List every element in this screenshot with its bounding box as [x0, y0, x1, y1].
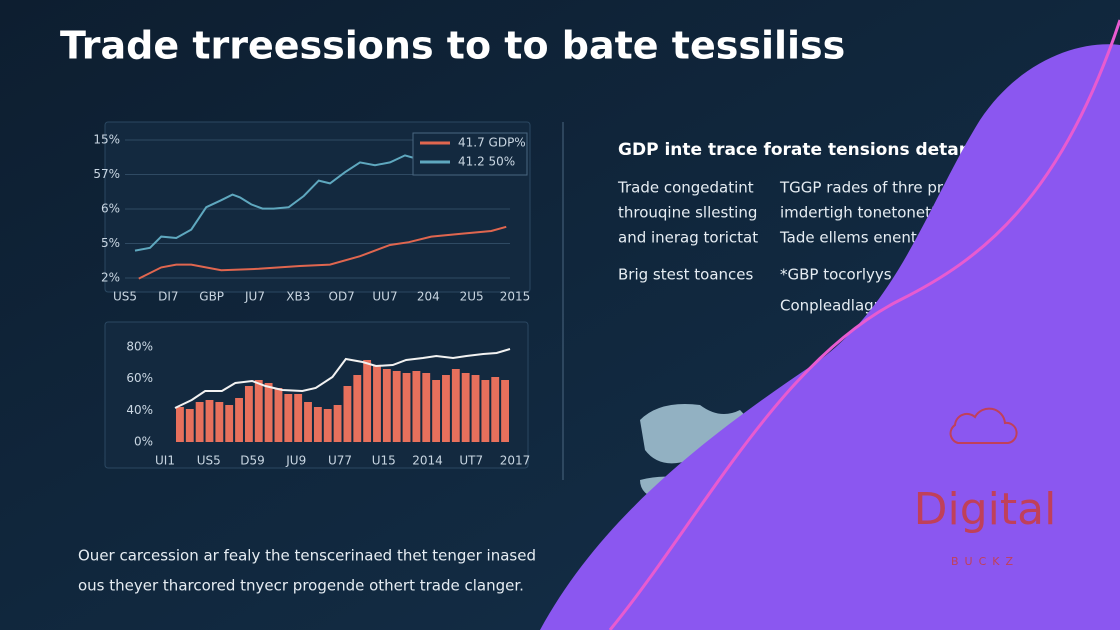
bar	[304, 402, 312, 442]
legend-box	[412, 132, 528, 176]
line-series	[138, 225, 507, 280]
bar	[254, 380, 263, 442]
x-tick-label: 2015	[500, 290, 531, 304]
y-tick-label: 60%	[126, 371, 153, 385]
x-tick-label: JU9	[285, 454, 306, 468]
bar	[422, 373, 431, 442]
legend-label: 41.7 GDP%	[458, 136, 526, 150]
bar	[313, 407, 322, 442]
bar	[235, 398, 243, 442]
x-tick-label: US5	[197, 454, 221, 468]
x-tick-label: UI1	[155, 454, 175, 468]
x-tick-label: DI7	[158, 290, 178, 304]
info-text: throuqine sllesting	[618, 204, 757, 222]
y-tick-label: 15%	[93, 133, 120, 147]
x-tick-label: UU7	[372, 290, 397, 304]
logo-icon	[949, 407, 1018, 444]
info-heading: GDP inte trace forate tensions detange	[618, 140, 995, 160]
y-tick-label: 40%	[126, 403, 153, 417]
bar	[402, 373, 411, 442]
y-tick-label: 6%	[101, 202, 120, 216]
bar	[353, 375, 362, 442]
bar	[244, 386, 253, 442]
purple-shape	[540, 44, 1120, 630]
bar	[481, 380, 490, 442]
bar	[274, 388, 283, 442]
bar	[451, 369, 460, 442]
x-tick-label: JU7	[244, 290, 265, 304]
legend-label: 41.2 50%	[458, 155, 515, 169]
x-tick-label: UT7	[459, 454, 483, 468]
x-tick-label: 2014	[412, 454, 443, 468]
pink-curve	[608, 19, 1120, 630]
x-tick-label: 2017	[500, 454, 531, 468]
bar	[323, 409, 332, 442]
bar	[382, 369, 391, 442]
page-title: Trade trreessions to to bate tessiliss	[60, 24, 845, 68]
bar	[491, 377, 500, 442]
x-tick-label: US5	[113, 290, 137, 304]
x-tick-label: U77	[328, 454, 352, 468]
logo-tagline: BUCKZ	[951, 555, 1019, 568]
bar	[501, 380, 509, 442]
bar	[432, 380, 441, 442]
y-tick-label: 2%	[101, 271, 120, 285]
logo-name: Digital	[914, 484, 1057, 535]
info-text: Trade congedatint	[617, 179, 754, 197]
bar	[343, 386, 352, 442]
info-text: Brig stest toances	[618, 266, 754, 284]
bar	[264, 383, 273, 442]
line-series	[134, 154, 469, 252]
x-tick-label: 2U5	[460, 290, 484, 304]
bar	[363, 360, 372, 442]
bar	[215, 402, 224, 442]
bar	[294, 394, 303, 442]
footer-text: ous theyer tharcored tnyecr progende oth…	[78, 577, 524, 595]
bar	[284, 394, 293, 442]
x-tick-label: OD7	[329, 290, 355, 304]
bar	[195, 402, 204, 442]
bar	[442, 375, 450, 442]
info-text: imdertigh tonetonetted	[780, 204, 956, 222]
x-tick-label: GBP	[199, 290, 224, 304]
info-text: and inerag torictat	[618, 229, 758, 247]
info-text: Tade ellems enents at	[779, 229, 945, 247]
bar	[461, 373, 470, 442]
y-tick-label: 80%	[126, 340, 153, 354]
bar	[412, 371, 421, 442]
footer-text: Ouer carcession ar fealy the tenscerinae…	[78, 547, 536, 565]
info-text: TGGP rades of thre proc	[779, 179, 960, 197]
x-tick-label: XB3	[286, 290, 310, 304]
bar	[333, 405, 342, 442]
bar	[392, 371, 401, 442]
y-tick-label: 0%	[134, 435, 153, 449]
x-tick-label: U15	[372, 454, 396, 468]
bar	[373, 365, 381, 442]
bar	[471, 375, 480, 442]
bar	[225, 405, 234, 442]
bar	[176, 407, 184, 442]
x-tick-label: D59	[240, 454, 265, 468]
x-tick-label: 204	[417, 290, 440, 304]
y-tick-label: 57%	[93, 167, 120, 181]
bar	[185, 409, 194, 442]
y-tick-label: 5%	[101, 236, 120, 250]
trend-line	[174, 348, 511, 409]
bar	[205, 400, 214, 442]
